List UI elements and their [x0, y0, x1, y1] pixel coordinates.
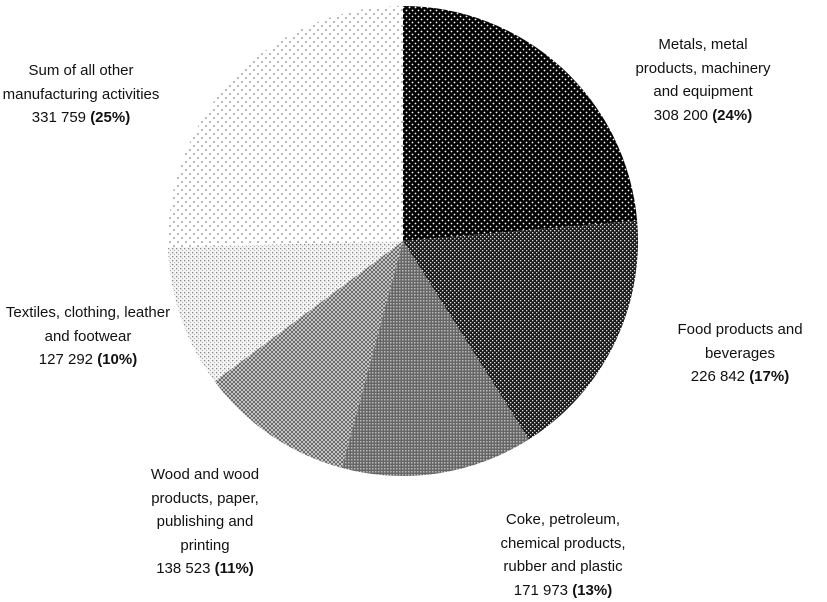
category-name: Coke, petroleum, chemical products, rubb… [500, 511, 626, 575]
percent-label: (24%) [712, 106, 753, 124]
value-label: 138 523 [156, 560, 211, 577]
percent-label: (25%) [90, 109, 131, 126]
value-label: 127 292 [38, 351, 94, 368]
percent-label: (10%) [97, 351, 138, 368]
percent-label: (13%) [572, 581, 613, 599]
pie-slice [168, 6, 403, 248]
value-label: 226 842 [690, 368, 746, 385]
slice-label: Food products and beverages 226 842 (17%) [650, 318, 827, 389]
category-name: Food products and beverages [677, 321, 803, 362]
percent-label: (17%) [749, 368, 790, 385]
category-name: Textiles, clothing, leather and footwear [5, 304, 171, 345]
value-label: 331 759 [31, 109, 87, 126]
percent-label: (11%) [214, 560, 254, 577]
pie-slice [168, 241, 403, 382]
slice-label: Coke, petroleum, chemical products, rubb… [478, 508, 648, 602]
category-name: Metals, metal products, machinery and eq… [635, 36, 771, 100]
category-name: Wood and wood products, paper, publishin… [150, 466, 260, 554]
slice-label: Sum of all other manufacturing activitie… [0, 59, 162, 130]
slice-label: Metals, metal products, machinery and eq… [628, 33, 778, 127]
pie-slice [403, 6, 638, 241]
slice-label: Wood and wood products, paper, publishin… [130, 463, 280, 581]
pie-slice [341, 241, 529, 476]
value-label: 171 973 [513, 581, 569, 599]
pie-slice [214, 241, 403, 468]
slice-label: Textiles, clothing, leather and footwear… [3, 301, 173, 372]
pie-slice [403, 220, 638, 440]
value-label: 308 200 [653, 106, 709, 124]
category-name: Sum of all other manufacturing activitie… [2, 62, 160, 103]
